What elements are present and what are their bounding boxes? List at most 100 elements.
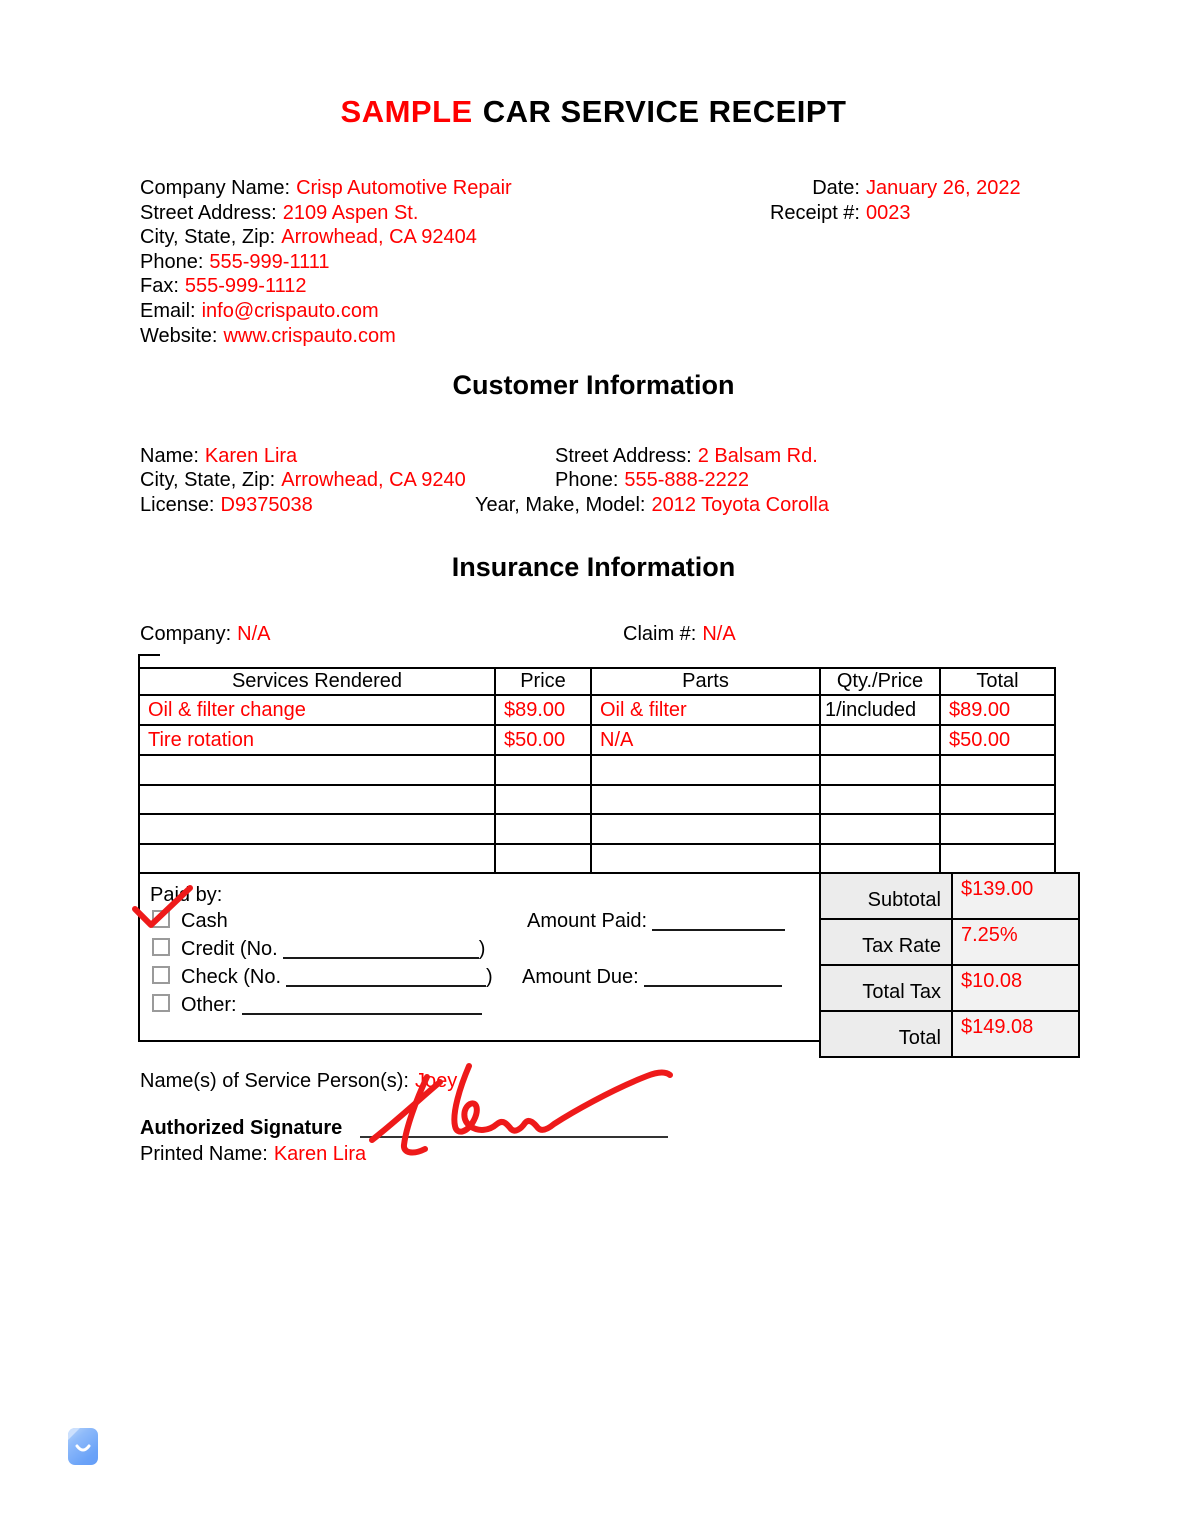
customer-street-value: 2 Balsam Rd. xyxy=(697,445,818,467)
total-cell: $89.00 xyxy=(939,694,1056,726)
total-value: $149.08 xyxy=(951,1010,1080,1058)
customer-phone-value: 555-888-2222 xyxy=(624,469,749,491)
company-name-value: Crisp Automotive Repair xyxy=(296,177,512,199)
total-tax-row: Total Tax $10.08 xyxy=(819,964,1080,1012)
customer-name-value: Karen Lira xyxy=(204,445,298,467)
total-label: Total xyxy=(819,1010,953,1058)
printed-name-label: Printed Name: xyxy=(140,1143,268,1165)
page-fold-corner xyxy=(68,1428,80,1440)
company-website-line: Website: www.crispauto.com xyxy=(140,324,512,349)
amount-due-label: Amount Due: xyxy=(522,966,639,988)
customer-license-label: License: xyxy=(140,494,215,516)
price-cell: $50.00 xyxy=(494,724,592,756)
company-phone-value: 555-999-1111 xyxy=(209,250,330,273)
total-tax-label: Total Tax xyxy=(819,964,953,1012)
insurance-section-heading: Insurance Information xyxy=(451,552,736,582)
services-table-wrapper: Services Rendered Price Parts Qty./Price… xyxy=(138,667,1056,874)
company-fax-label: Fax: xyxy=(140,275,179,298)
col-header-services: Services Rendered xyxy=(138,667,496,696)
customer-csz-label: City, State, Zip: xyxy=(140,469,276,491)
customer-phone-label: Phone: xyxy=(555,469,619,491)
date-label: Date: xyxy=(812,177,860,199)
customer-name-label: Name: xyxy=(140,445,199,467)
total-row: Total $149.08 xyxy=(819,1010,1080,1058)
title-sample-word: SAMPLE xyxy=(340,94,473,129)
parts-cell: N/A xyxy=(590,724,821,756)
company-phone-label: Phone: xyxy=(140,250,204,273)
subtotal-row: Subtotal $139.00 xyxy=(819,872,1080,920)
amount-due-field[interactable] xyxy=(643,969,782,987)
check-label: Check (No. xyxy=(181,966,282,988)
customer-ymm: Year, Make, Model: 2012 Toyota Corolla xyxy=(475,493,829,518)
customer-ymm-label: Year, Make, Model: xyxy=(475,494,646,516)
total-tax-value: $10.08 xyxy=(951,964,1080,1012)
tax-rate-row: Tax Rate 7.25% xyxy=(819,918,1080,966)
amount-paid-row: Amount Paid: xyxy=(527,910,786,933)
payment-option-check: Check (No.) xyxy=(152,966,493,989)
customer-name: Name: Karen Lira xyxy=(140,444,297,469)
insurance-company-value: N/A xyxy=(237,623,271,645)
company-website-label: Website: xyxy=(140,324,218,347)
customer-phone: Phone: 555-888-2222 xyxy=(555,468,749,493)
tax-rate-label: Tax Rate xyxy=(819,918,953,966)
customer-street-label: Street Address: xyxy=(555,445,692,467)
cash-label: Cash xyxy=(181,910,228,932)
company-street-value: 2109 Aspen St. xyxy=(282,201,419,224)
check-checkbox[interactable] xyxy=(152,966,170,984)
table-row-empty xyxy=(138,842,1056,874)
company-website-value: www.crispauto.com xyxy=(223,324,396,347)
customer-section-heading: Customer Information xyxy=(452,370,735,400)
table-anchor-mark xyxy=(138,654,160,669)
table-row: Oil & filter change $89.00 Oil & filter … xyxy=(138,694,1056,726)
receipt-number-label: Receipt #: xyxy=(769,201,860,224)
table-row: Tire rotation $50.00 N/A $50.00 xyxy=(138,724,1056,756)
credit-checkbox[interactable] xyxy=(152,938,170,956)
subtotal-label: Subtotal xyxy=(819,872,953,920)
credit-number-field[interactable] xyxy=(282,941,479,959)
qty-price-cell: 1/included xyxy=(819,694,941,726)
amount-paid-label: Amount Paid: xyxy=(527,910,648,932)
subtotal-value: $139.00 xyxy=(951,872,1080,920)
col-header-parts: Parts xyxy=(590,667,821,696)
document-smile-icon[interactable] xyxy=(68,1428,98,1465)
other-field[interactable] xyxy=(241,997,482,1015)
company-csz-value: Arrowhead, CA 92404 xyxy=(281,226,477,249)
company-name-label: Company Name: xyxy=(140,177,291,199)
company-email-value: info@crispauto.com xyxy=(201,299,379,322)
services-header-row: Services Rendered Price Parts Qty./Price… xyxy=(138,667,1056,696)
qty-price-cell xyxy=(819,724,941,756)
company-fax-value: 555-999-1112 xyxy=(184,275,307,298)
col-header-total: Total xyxy=(939,667,1056,696)
payment-option-other: Other: xyxy=(152,994,482,1017)
customer-street: Street Address: 2 Balsam Rd. xyxy=(555,444,818,469)
printed-name-value: Karen Lira xyxy=(273,1143,367,1165)
other-checkbox[interactable] xyxy=(152,994,170,1012)
other-label: Other: xyxy=(181,994,237,1016)
customer-license-value: D9375038 xyxy=(220,494,313,516)
page-title: SAMPLE CAR SERVICE RECEIPT xyxy=(0,94,1187,130)
printed-name-line: Printed Name: Karen Lira xyxy=(140,1142,366,1167)
cash-selected-checkmark xyxy=(132,885,193,928)
company-csz-line: City, State, Zip: Arrowhead, CA 92404 xyxy=(140,225,512,250)
check-paren: ) xyxy=(486,966,493,988)
table-row-empty xyxy=(138,783,1056,815)
totals-wrapper: Subtotal $139.00 Tax Rate 7.25% Total Ta… xyxy=(819,872,1080,1058)
company-street-line: Street Address: 2109 Aspen St. xyxy=(140,201,512,226)
payment-option-credit: Credit (No.) xyxy=(152,938,485,961)
service-cell: Tire rotation xyxy=(138,724,496,756)
amount-paid-field[interactable] xyxy=(652,913,786,931)
date-value: January 26, 2022 xyxy=(866,177,1021,199)
company-street-label: Street Address: xyxy=(140,201,277,224)
receipt-number-line: Receipt #: 0023 xyxy=(733,201,1021,226)
credit-label: Credit (No. xyxy=(181,938,278,960)
check-number-field[interactable] xyxy=(286,969,487,987)
insurance-claim-label: Claim #: xyxy=(623,623,697,645)
totals-table: Subtotal $139.00 Tax Rate 7.25% Total Ta… xyxy=(819,872,1080,1058)
company-phone-line: Phone: 555-999-1111 xyxy=(140,250,512,275)
tax-rate-value: 7.25% xyxy=(951,918,1080,966)
handwritten-signature xyxy=(369,1063,673,1156)
company-name-line: Company Name: Crisp Automotive Repair xyxy=(140,176,512,201)
service-persons-label: Name(s) of Service Person(s): xyxy=(140,1070,409,1092)
col-header-price: Price xyxy=(494,667,592,696)
